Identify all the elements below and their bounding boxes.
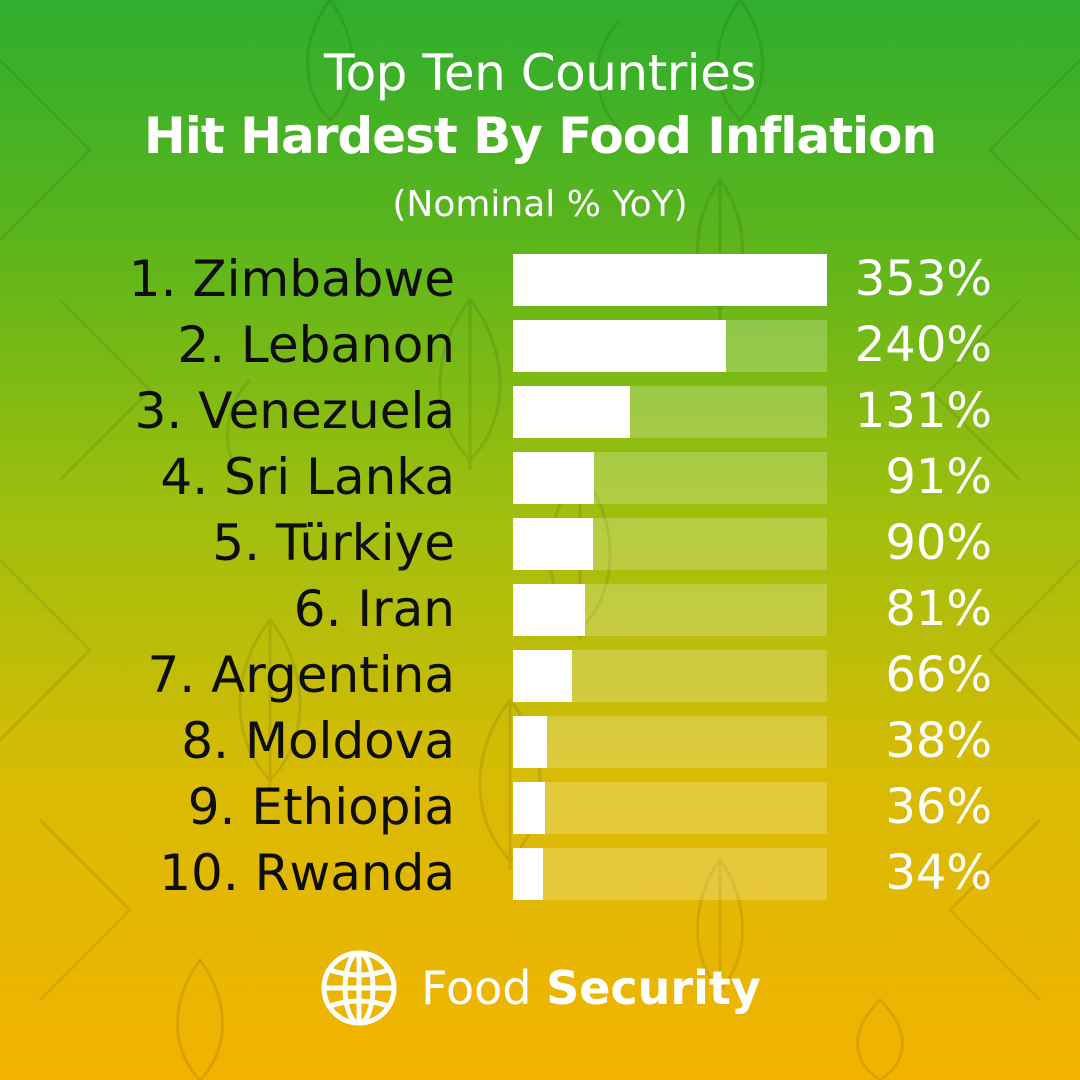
country-label: 8. Moldova xyxy=(181,712,455,770)
brand-name-bold: Security xyxy=(546,961,761,1015)
country-label: 3. Venezuela xyxy=(134,382,455,440)
country-label: 7. Argentina xyxy=(147,646,456,704)
value-label: 38% xyxy=(885,713,992,769)
bar-row: 9. Ethiopia 36% xyxy=(0,774,1080,840)
value-label: 240% xyxy=(854,317,992,373)
bar-row: 7. Argentina 66% xyxy=(0,642,1080,708)
country-label: 1. Zimbabwe xyxy=(128,250,455,308)
value-label: 131% xyxy=(854,383,992,439)
bar xyxy=(513,782,546,834)
country-label: 5. Türkiye xyxy=(212,514,455,572)
bar-row: 10. Rwanda 34% xyxy=(0,840,1080,906)
value-label: 66% xyxy=(885,647,992,703)
bar-track xyxy=(513,716,827,768)
bar xyxy=(513,254,827,306)
chart-title-line2: Hit Hardest By Food Inflation xyxy=(143,107,937,165)
value-label: 353% xyxy=(854,251,992,307)
bar xyxy=(513,518,594,570)
country-label: 9. Ethiopia xyxy=(187,778,455,836)
bar-row: 4. Sri Lanka 91% xyxy=(0,444,1080,510)
value-label: 34% xyxy=(885,845,992,901)
chart-subtitle: (Nominal % YoY) xyxy=(392,184,688,225)
bar-row: 6. Iran 81% xyxy=(0,576,1080,642)
bar-track xyxy=(513,584,827,636)
bar-track xyxy=(513,254,827,306)
bar-track xyxy=(513,782,827,834)
bar-row: 3. Venezuela 131% xyxy=(0,378,1080,444)
globe-icon xyxy=(321,950,397,1026)
country-label: 2. Lebanon xyxy=(177,316,455,374)
brand-name-light: Food xyxy=(421,961,532,1015)
bar xyxy=(513,848,544,900)
bar-row: 2. Lebanon 240% xyxy=(0,312,1080,378)
bar xyxy=(513,716,547,768)
bar xyxy=(513,386,630,438)
chart-title-line1: Top Ten Countries xyxy=(324,44,756,102)
bar-track xyxy=(513,650,827,702)
brand-name: Food Security xyxy=(421,961,761,1015)
value-label: 36% xyxy=(885,779,992,835)
country-label: 4. Sri Lanka xyxy=(160,448,455,506)
bar-track xyxy=(513,848,827,900)
bar-track xyxy=(513,320,827,372)
bar-track xyxy=(513,386,827,438)
value-label: 81% xyxy=(885,581,992,637)
bar xyxy=(513,584,586,636)
bar-track xyxy=(513,452,827,504)
country-label: 10. Rwanda xyxy=(159,844,455,902)
bar-row: 5. Türkiye 90% xyxy=(0,510,1080,576)
bar xyxy=(513,650,572,702)
bar xyxy=(513,320,727,372)
bar xyxy=(513,452,594,504)
bar-track xyxy=(513,518,827,570)
bar-row: 1. Zimbabwe 353% xyxy=(0,246,1080,312)
value-label: 90% xyxy=(885,515,992,571)
value-label: 91% xyxy=(885,449,992,505)
bar-row: 8. Moldova 38% xyxy=(0,708,1080,774)
footer-brand: Food Security xyxy=(0,948,1080,1028)
country-label: 6. Iran xyxy=(293,580,455,638)
